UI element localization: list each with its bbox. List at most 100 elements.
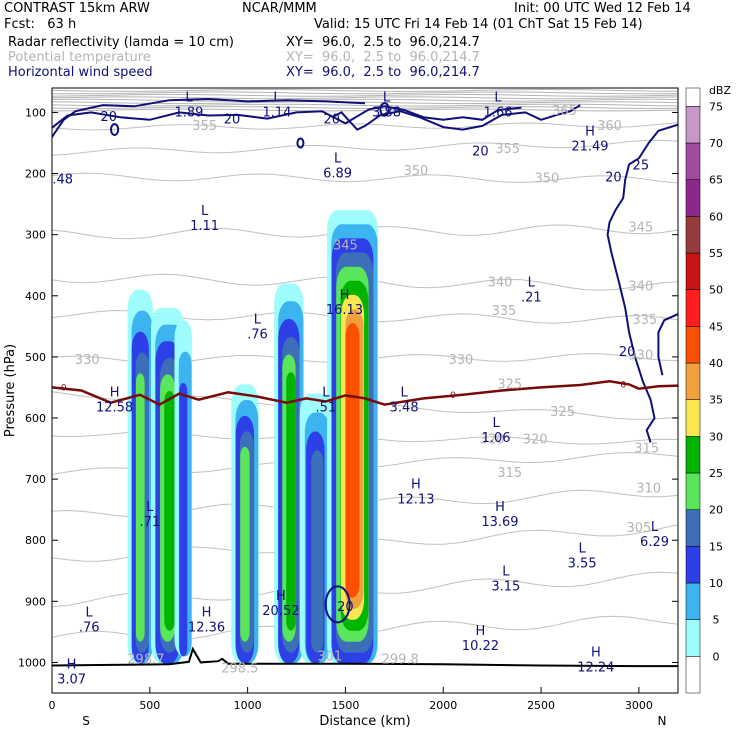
extremum-marker: L: [579, 541, 587, 556]
colorbar-tick-label: 25: [709, 467, 723, 480]
freezing-level-label: 0: [61, 383, 67, 393]
freezing-level-label: 0: [450, 391, 456, 401]
extremum-marker: L: [254, 312, 262, 327]
theta-label: 315: [634, 442, 659, 457]
colorbar-tick-label: 75: [709, 100, 723, 113]
extremum-value: 20.52: [262, 604, 299, 619]
extremum-marker: L: [334, 152, 342, 167]
extremum-marker: L: [401, 386, 409, 401]
extremum-marker: L: [502, 565, 510, 580]
wind-contour: [52, 97, 366, 138]
extremum-value: 3.55: [568, 556, 597, 571]
theta-contour: [52, 93, 678, 97]
wind-contour-label: 20: [619, 345, 636, 360]
colorbar-swatch: [685, 509, 701, 547]
colorbar-unit: dBZ: [709, 84, 732, 97]
reflectivity-cell: [345, 323, 360, 598]
freezing-level-label: 0: [620, 380, 626, 390]
theta-label: 340: [488, 275, 513, 290]
colorbar-tick-label: 50: [709, 284, 723, 297]
wind-contour: [606, 123, 678, 443]
colorbar-swatch: [685, 142, 701, 180]
theta-label: 365: [552, 104, 577, 119]
colorbar-swatch: [685, 289, 701, 327]
theta-label: 350: [535, 171, 560, 186]
theta-label: 340: [628, 280, 653, 295]
colorbar-swatch: [685, 582, 701, 620]
colorbar-tick-label: 65: [709, 174, 723, 187]
colorbar-tick-label: 0: [713, 650, 720, 663]
extremum-marker: L: [383, 90, 391, 105]
extremum-marker: L: [651, 520, 659, 535]
wind-contour-label: 20: [337, 600, 354, 615]
colorbar-tick-label: 55: [709, 247, 723, 260]
extremum-value: .48: [52, 173, 73, 188]
theta-contour: [52, 172, 678, 184]
colorbar-swatch: [685, 179, 701, 217]
extremum-marker: H: [476, 624, 486, 639]
colorbar-swatch: [685, 656, 701, 694]
y-tick-label: 600: [25, 412, 46, 425]
field-wind-xy: XY= 96.0, 2.5 to 96.0,214.7: [286, 65, 480, 80]
theta-label: 330: [448, 353, 473, 368]
extremum-value: 12.36: [188, 621, 225, 636]
extremum-value: 1.06: [482, 431, 511, 446]
x-end-label-north: N: [658, 714, 667, 728]
y-tick-label: 400: [25, 290, 46, 303]
extremum-marker: L: [185, 90, 193, 105]
wind-contour: [110, 123, 120, 136]
freezing-level-line: [52, 380, 678, 407]
extremum-value: .76: [247, 327, 268, 342]
theta-contour: [52, 106, 678, 110]
colorbar-swatch: [685, 326, 701, 364]
extremum-marker: H: [495, 500, 505, 515]
reflectivity-cell: [286, 372, 296, 631]
field-reflectivity-xy: XY= 96.0, 2.5 to 96.0,214.7: [286, 35, 480, 50]
field-theta-xy: XY= 96.0, 2.5 to 96.0,214.7: [286, 50, 480, 65]
extremum-marker: L: [492, 416, 500, 431]
colorbar-swatch: [685, 252, 701, 290]
extremum-marker: L: [494, 90, 502, 105]
extremum-marker: H: [276, 589, 286, 604]
extremum-marker: H: [591, 645, 601, 660]
forecast-hour: Fcst: 63 h: [4, 17, 77, 32]
wind-contour-label: 25: [633, 158, 650, 173]
extremum-marker: H: [585, 125, 595, 140]
theta-label: 345: [628, 220, 653, 235]
reflectivity-cell: [311, 450, 324, 653]
extremum-value: 10.22: [462, 639, 499, 654]
theta-label: 320: [523, 432, 548, 447]
colorbar-swatch: [685, 106, 701, 144]
wind-contour-label: 20: [323, 113, 340, 128]
theta-contour: [52, 91, 678, 95]
theta-contour: [52, 88, 678, 92]
extremum-value: 3.07: [57, 673, 86, 688]
extremum-marker: H: [340, 288, 350, 303]
wind-contour: [324, 585, 351, 624]
x-tick-label: 2000: [429, 699, 457, 712]
extremum-marker: L: [322, 386, 330, 401]
extremum-marker: H: [411, 477, 421, 492]
extremum-value: 12.58: [96, 401, 133, 416]
colorbar-tick-label: 60: [709, 210, 723, 223]
colorbar-swatch: [685, 619, 701, 657]
theta-contour: [52, 96, 678, 100]
y-tick-label: 100: [25, 106, 46, 119]
theta-contour: [52, 103, 678, 107]
theta-label: 305: [626, 521, 651, 536]
x-axis-label: Distance (km): [319, 714, 410, 729]
x-tick-label: 0: [49, 699, 56, 712]
x-tick-label: 2500: [527, 699, 555, 712]
extremum-value: 3.88: [372, 105, 401, 120]
colorbar-tick-label: 30: [709, 430, 723, 443]
theta-label: 360: [597, 119, 622, 134]
extremum-value: .71: [139, 515, 160, 530]
wind-contour: [296, 137, 305, 149]
theta-label: 355: [192, 119, 217, 134]
extremum-value: 1.89: [174, 105, 203, 120]
init-time: Init: 00 UTC Wed 12 Feb 14: [514, 1, 691, 16]
wind-contour-label: 20: [100, 110, 117, 125]
colorbar-swatch: [685, 472, 701, 510]
y-tick-label: 700: [25, 473, 46, 486]
